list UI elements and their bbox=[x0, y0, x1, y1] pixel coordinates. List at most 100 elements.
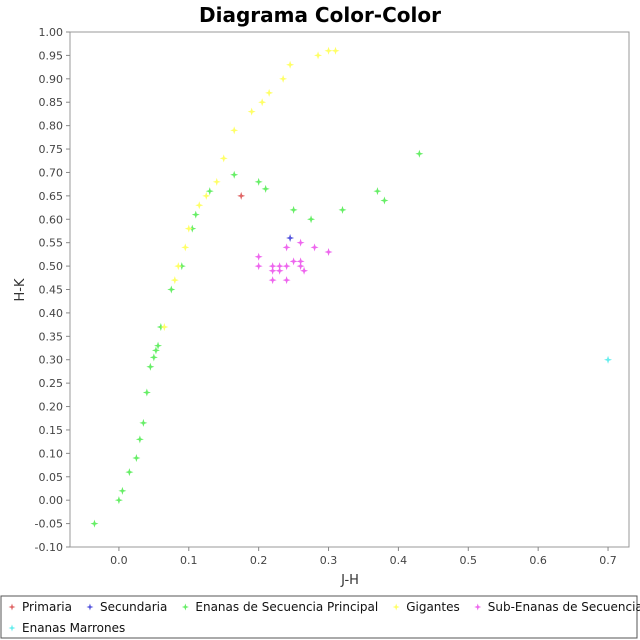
data-point bbox=[139, 418, 148, 427]
series-3 bbox=[160, 46, 340, 331]
y-tick-label: 0.25 bbox=[39, 377, 64, 390]
data-point bbox=[114, 496, 123, 505]
y-tick-label: 0.40 bbox=[39, 307, 64, 320]
data-point bbox=[282, 276, 291, 285]
data-point bbox=[275, 262, 284, 271]
legend-item: Sub-Enanas de Secuencia Principal bbox=[474, 600, 640, 614]
data-point bbox=[146, 362, 155, 371]
data-point bbox=[289, 205, 298, 214]
data-point bbox=[282, 262, 291, 271]
legend bbox=[0, 595, 638, 639]
data-point bbox=[151, 346, 160, 355]
legend-item: Gigantes bbox=[392, 600, 460, 614]
series-1 bbox=[286, 234, 295, 242]
data-point bbox=[118, 486, 127, 495]
series-4 bbox=[254, 238, 333, 285]
legend-marker bbox=[86, 603, 94, 611]
data-point bbox=[167, 285, 176, 294]
data-point bbox=[296, 257, 305, 266]
data-point bbox=[324, 46, 333, 55]
legend-item: Primaria bbox=[8, 600, 72, 614]
y-tick-label: 0.35 bbox=[39, 330, 64, 343]
data-point bbox=[125, 468, 134, 477]
x-tick-label: 0.5 bbox=[460, 554, 478, 567]
data-point bbox=[135, 435, 144, 444]
legend-marker bbox=[474, 603, 482, 611]
data-point bbox=[275, 266, 284, 275]
data-point bbox=[254, 262, 263, 271]
legend-label: Gigantes bbox=[406, 600, 460, 614]
series-5 bbox=[604, 355, 613, 364]
data-point bbox=[237, 191, 246, 200]
data-point bbox=[174, 262, 183, 271]
data-point bbox=[268, 266, 277, 275]
data-point bbox=[132, 454, 141, 463]
legend-label: Sub-Enanas de Secuencia Principal bbox=[488, 600, 640, 614]
y-tick-label: 0.75 bbox=[39, 143, 64, 156]
data-point bbox=[191, 210, 200, 219]
data-point bbox=[268, 262, 277, 271]
chart-title: Diagrama Color-Color bbox=[199, 3, 441, 27]
y-tick-label: 0.65 bbox=[39, 190, 64, 203]
data-point bbox=[184, 224, 193, 233]
plot-area bbox=[69, 31, 630, 548]
legend-marker bbox=[8, 603, 16, 611]
legend-items: Primaria Secundaria Enanas de Secuencia Pr… bbox=[8, 600, 640, 635]
data-point bbox=[307, 215, 316, 224]
data-point bbox=[247, 107, 256, 116]
y-tick-label: 0.10 bbox=[39, 447, 64, 460]
x-tick-label: 0.0 bbox=[110, 554, 128, 567]
data-point bbox=[286, 60, 295, 69]
data-point bbox=[160, 322, 169, 331]
data-point bbox=[331, 46, 340, 55]
data-point bbox=[154, 341, 163, 350]
y-tick-label: 0.15 bbox=[39, 424, 64, 437]
y-tick-label: 0.45 bbox=[39, 284, 64, 297]
x-axis-label: J-H bbox=[340, 573, 359, 588]
legend-marker bbox=[392, 603, 400, 611]
x-tick-label: 0.7 bbox=[599, 554, 617, 567]
data-point bbox=[230, 126, 239, 135]
y-tick-label: 0.95 bbox=[39, 49, 64, 62]
data-point bbox=[202, 191, 211, 200]
data-point bbox=[296, 238, 305, 247]
data-point bbox=[258, 98, 267, 107]
x-tick-label: 0.4 bbox=[390, 554, 408, 567]
x-tick-label: 0.3 bbox=[320, 554, 338, 567]
y-tick-label: 0.05 bbox=[39, 471, 64, 484]
legend-item: Secundaria bbox=[86, 600, 167, 614]
legend-marker bbox=[181, 603, 189, 611]
y-tick-label: 0.20 bbox=[39, 401, 64, 414]
data-point bbox=[338, 205, 347, 214]
legend-item: Enanas Marrones bbox=[8, 621, 125, 635]
data-point bbox=[310, 243, 319, 252]
data-point bbox=[181, 243, 190, 252]
y-tick-label: -0.10 bbox=[35, 541, 63, 554]
data-point bbox=[254, 177, 263, 186]
data-point bbox=[170, 276, 179, 285]
x-tick-label: 0.2 bbox=[250, 554, 268, 567]
x-tick-label: 0.6 bbox=[529, 554, 547, 567]
data-point bbox=[219, 154, 228, 163]
data-point bbox=[604, 355, 613, 364]
y-tick-label: -0.05 bbox=[35, 518, 63, 531]
data-point bbox=[261, 184, 270, 193]
y-tick-label: 0.30 bbox=[39, 354, 64, 367]
data-point bbox=[212, 177, 221, 186]
data-point bbox=[300, 266, 309, 275]
data-point bbox=[205, 187, 214, 196]
y-tick-label: 0.80 bbox=[39, 120, 64, 133]
data-point bbox=[230, 170, 239, 179]
data-point bbox=[254, 252, 263, 261]
data-point bbox=[90, 519, 99, 528]
legend-label: Enanas de Secuencia Principal bbox=[195, 600, 378, 614]
data-point bbox=[195, 201, 204, 210]
data-point bbox=[268, 276, 277, 285]
data-points bbox=[90, 46, 613, 528]
y-tick-label: 0.55 bbox=[39, 237, 64, 250]
legend-label: Secundaria bbox=[100, 600, 167, 614]
series-0 bbox=[237, 191, 246, 200]
data-point bbox=[282, 243, 291, 252]
data-point bbox=[289, 257, 298, 266]
